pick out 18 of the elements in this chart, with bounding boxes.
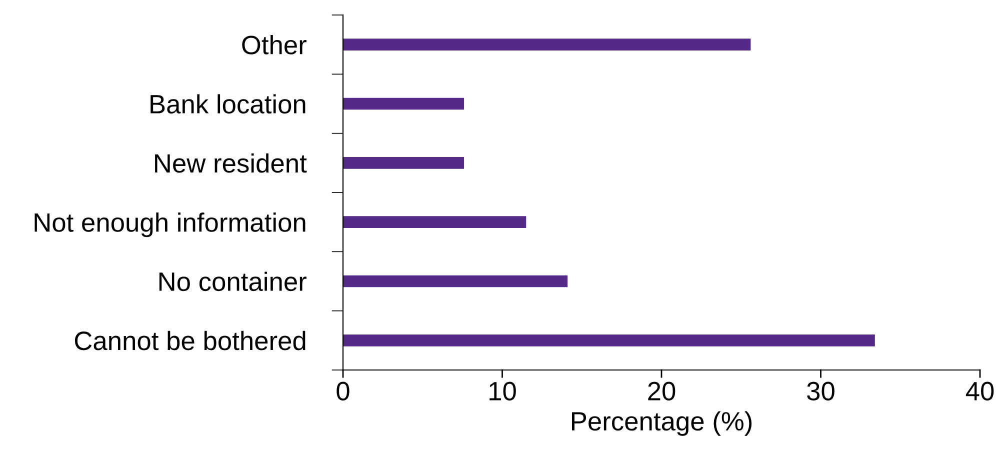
x-tick-label: 0 [336, 382, 350, 400]
y-tick-label: Cannot be bothered [74, 330, 306, 350]
y-tick-label: New resident [155, 153, 307, 173]
x-tick-label: 20 [648, 382, 676, 400]
y-tick-label: No container [159, 272, 306, 292]
bar [343, 157, 464, 169]
bar [343, 334, 875, 346]
x-axis-title: Percentage (%) [572, 411, 752, 436]
y-tick-label: Bank location [150, 94, 306, 114]
bar [343, 98, 464, 110]
bar [343, 275, 568, 288]
x-tick-label: 30 [807, 382, 834, 400]
bar [343, 216, 526, 228]
x-tick-label: 40 [966, 382, 994, 400]
y-tick-label: Other [242, 35, 306, 54]
bar [343, 38, 751, 50]
x-tick-label: 10 [490, 382, 516, 400]
y-tick-label: Not enough information [34, 212, 306, 238]
